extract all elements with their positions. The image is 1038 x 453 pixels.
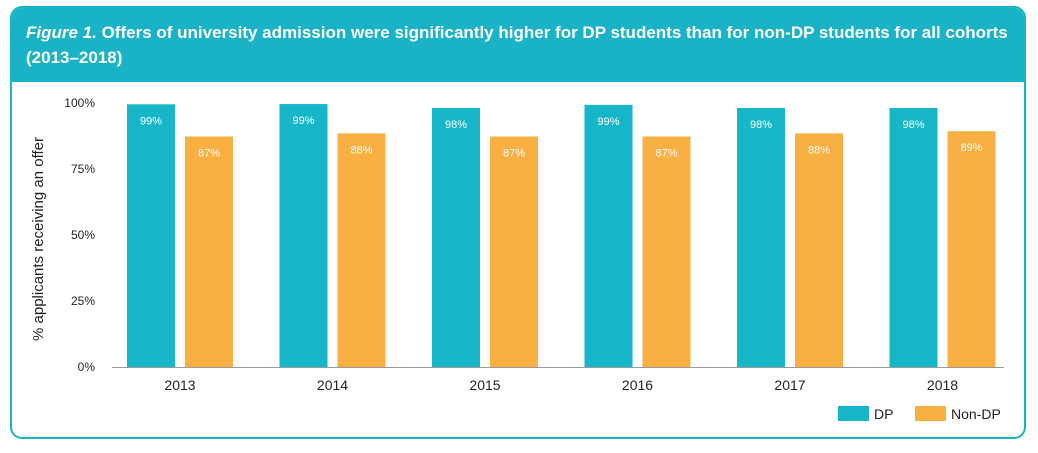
- y-axis-title: % applicants receiving an offer: [30, 137, 47, 341]
- dp-data-label-2014: 99%: [292, 115, 314, 127]
- y-tick-label: 25%: [71, 294, 95, 308]
- dp-data-label-2017: 98%: [750, 119, 772, 131]
- dp-data-label-2018: 98%: [902, 119, 924, 131]
- x-tick-label: 2017: [774, 377, 805, 393]
- x-tick-label: 2014: [317, 377, 348, 393]
- y-tick-label: 100%: [64, 96, 95, 110]
- x-axis: 2013 2014 2015 2016 2017 2018: [112, 367, 1004, 393]
- non-dp-bar-2014: [337, 133, 386, 367]
- dp-bar-2013: [127, 104, 175, 367]
- x-tick-label: 2018: [927, 377, 958, 393]
- non-dp-bar-2015: [490, 136, 538, 367]
- dp-data-label-2013: 99%: [140, 115, 162, 127]
- legend: DP Non-DP: [838, 406, 1001, 422]
- y-tick-label: 0%: [78, 360, 96, 374]
- figure-label: Figure 1.: [26, 23, 97, 42]
- non-dp-data-label-2015: 87%: [503, 148, 525, 160]
- y-tick-label: 75%: [71, 162, 95, 176]
- dp-data-label-2015: 98%: [445, 119, 467, 131]
- non-dp-bar-2016: [642, 136, 691, 367]
- x-tick-label: 2016: [622, 377, 653, 393]
- figure-title: Offers of university admission were sign…: [26, 23, 1008, 67]
- figure-header: Figure 1. Offers of university admission…: [12, 8, 1024, 82]
- non-dp-data-label-2018: 89%: [960, 142, 982, 154]
- non-dp-bar-2013: [185, 136, 233, 367]
- dp-bar-2015: [432, 108, 480, 368]
- legend-label-non-dp: Non-DP: [951, 406, 1001, 422]
- legend-label-dp: DP: [874, 406, 893, 422]
- non-dp-data-label-2013: 87%: [198, 148, 220, 160]
- non-dp-data-label-2017: 88%: [808, 144, 830, 156]
- non-dp-bar-2017: [795, 133, 843, 367]
- non-dp-data-label-2016: 87%: [655, 148, 677, 160]
- y-tick-label: 50%: [71, 228, 95, 242]
- dp-bar-2018: [889, 108, 938, 368]
- x-tick-label: 2015: [469, 377, 500, 393]
- legend-swatch-non-dp: [915, 406, 946, 421]
- dp-bar-2014: [279, 104, 328, 367]
- non-dp-bar-2018: [947, 131, 996, 367]
- dp-bar-2016: [584, 104, 633, 368]
- dp-bar-2017: [737, 108, 785, 368]
- bars: 99% 87% 99% 88% 98% 87% 99% 87% 98% 88% 98% 89%: [127, 104, 996, 368]
- x-tick-label: 2013: [164, 377, 195, 393]
- legend-swatch-dp: [838, 406, 869, 421]
- non-dp-data-label-2014: 88%: [350, 144, 372, 156]
- dp-data-label-2016: 99%: [597, 116, 619, 128]
- y-axis: 0% 25% 50% 75% 100% % applicants receiving an…: [30, 96, 95, 374]
